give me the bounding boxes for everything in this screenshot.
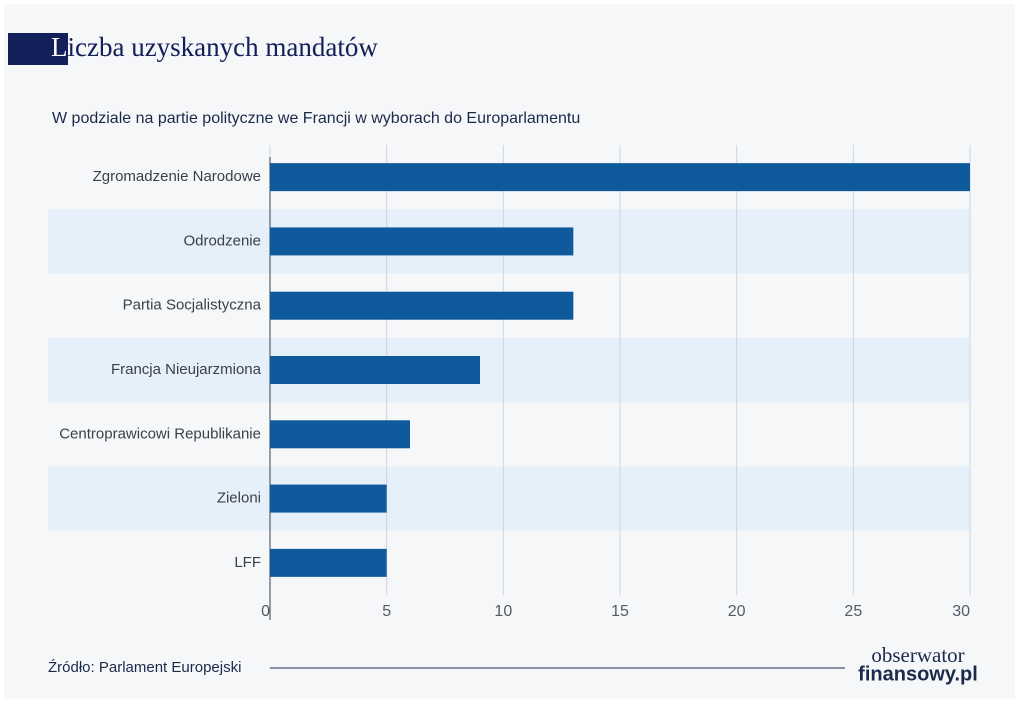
source: Źródło: Parlament Europejski: [48, 659, 241, 676]
row-band: [48, 337, 970, 403]
bar: [270, 163, 970, 192]
logo-line2: finansowy.pl: [858, 663, 978, 685]
y-tick-label: Zieloni: [217, 490, 261, 507]
y-tick-label: Odrodzenie: [183, 232, 261, 249]
title-marker: [8, 33, 68, 65]
plot: 0 5 10 15 20 25 30 Zgromadzenie Narodowe Odrodze…: [48, 145, 971, 620]
chart-title: Liczba uzyskanych mandatów: [51, 32, 378, 62]
bar: [270, 548, 387, 577]
bar: [270, 356, 480, 384]
logo-line1: obserwator: [871, 643, 964, 667]
row-band: [48, 466, 970, 531]
bar: [270, 291, 574, 320]
x-tick-label: 5: [382, 603, 391, 620]
x-tick-label: 15: [611, 603, 629, 620]
y-tick-label: Zgromadzenie Narodowe: [93, 168, 261, 185]
chart-subtitle: W podziale na partie polityczne we Franc…: [52, 110, 580, 127]
x-tick-label: 10: [494, 603, 512, 620]
x-tick-label: 20: [728, 603, 746, 620]
x-tick-label: 25: [844, 603, 862, 620]
x-tick-label: 30: [952, 603, 970, 620]
bar: [270, 484, 387, 513]
bar: [270, 420, 410, 449]
y-tick-label: Centroprawicowi Republikanie: [59, 425, 261, 442]
bar: [270, 227, 574, 256]
x-tick-label: 0: [261, 603, 270, 620]
y-tick-label: LFF: [234, 554, 261, 571]
y-tick-label: Partia Socjalistyczna: [123, 297, 262, 314]
y-tick-label: Francja Nieujarzmiona: [111, 361, 262, 378]
